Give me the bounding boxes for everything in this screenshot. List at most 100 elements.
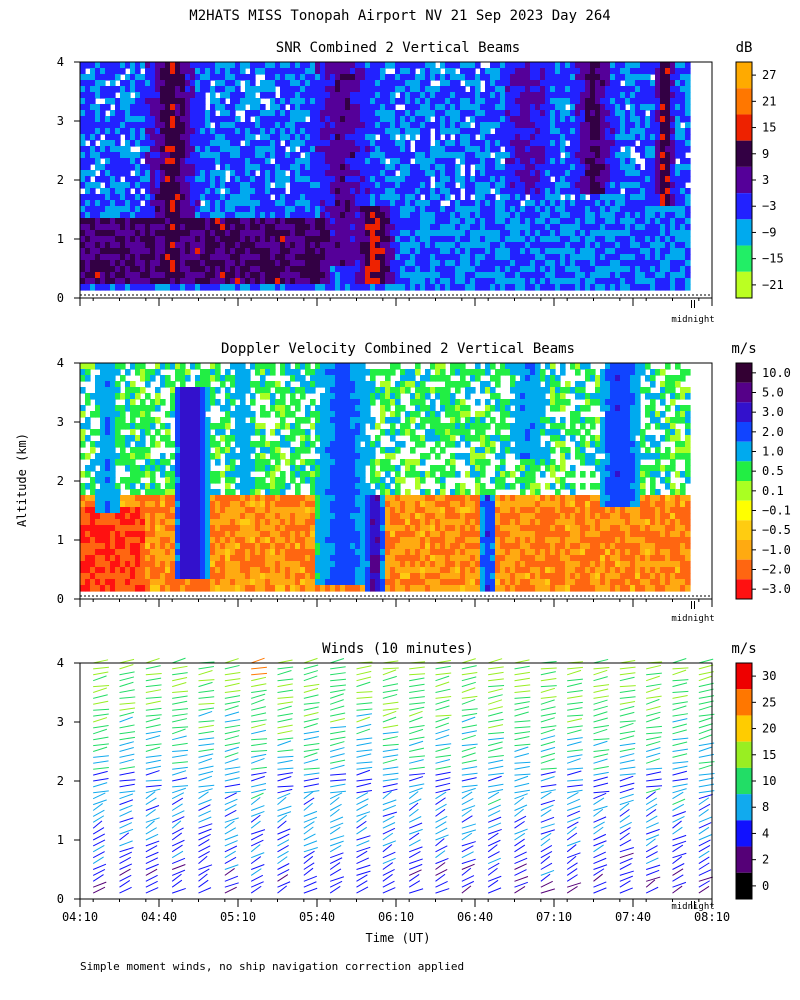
snr-cell xyxy=(475,170,481,177)
snr-cell xyxy=(125,158,131,165)
snr-cell xyxy=(495,242,501,249)
snr-cell xyxy=(685,170,691,177)
snr-cell xyxy=(345,248,351,255)
snr-cell xyxy=(220,278,226,285)
velocity-cell xyxy=(85,363,91,370)
snr-cell xyxy=(545,278,551,285)
velocity-cell xyxy=(240,375,246,382)
snr-cell xyxy=(215,74,221,81)
snr-cell xyxy=(610,230,616,237)
snr-cell xyxy=(590,164,596,171)
snr-cell xyxy=(540,110,546,117)
snr-cell xyxy=(275,164,281,171)
snr-cell xyxy=(210,236,216,243)
velocity-cell xyxy=(430,375,436,382)
velocity-cell xyxy=(440,375,446,382)
snr-cell xyxy=(135,188,141,195)
snr-cell xyxy=(665,92,671,99)
snr-cell xyxy=(185,260,191,267)
snr-cell xyxy=(210,194,216,201)
snr-cell xyxy=(660,272,666,279)
snr-cell xyxy=(260,164,266,171)
snr-cell xyxy=(570,254,576,261)
snr-cell xyxy=(80,152,86,159)
snr-cell xyxy=(250,98,256,105)
snr-cell xyxy=(665,230,671,237)
snr-cell xyxy=(315,170,321,177)
snr-cell xyxy=(120,164,126,171)
snr-cell xyxy=(685,188,691,195)
snr-cell xyxy=(450,86,456,93)
velocity-cell xyxy=(315,381,321,388)
snr-cell xyxy=(130,134,136,141)
snr-cell xyxy=(375,206,381,213)
snr-cell xyxy=(135,224,141,231)
snr-cell xyxy=(350,260,356,267)
snr-cell xyxy=(560,260,566,267)
snr-cell xyxy=(470,230,476,237)
snr-cell xyxy=(435,86,441,93)
snr-cell xyxy=(175,266,181,273)
snr-cell xyxy=(685,164,691,171)
velocity-cell xyxy=(460,375,466,382)
snr-cell xyxy=(265,152,271,159)
snr-cell xyxy=(195,104,201,111)
snr-cell xyxy=(380,134,386,141)
snr-cell xyxy=(210,188,216,195)
snr-cell xyxy=(95,134,101,141)
snr-cell xyxy=(395,206,401,213)
snr-cell xyxy=(315,152,321,159)
snr-cell xyxy=(220,248,226,255)
snr-cell xyxy=(250,140,256,147)
snr-cell xyxy=(200,260,206,267)
snr-cell xyxy=(645,128,651,135)
snr-cell xyxy=(210,254,216,261)
snr-cell xyxy=(275,242,281,249)
snr-cell xyxy=(350,164,356,171)
snr-cell xyxy=(330,278,336,285)
velocity-cell xyxy=(365,387,371,394)
snr-cell xyxy=(175,158,181,165)
snr-cell xyxy=(460,98,466,105)
snr-cell xyxy=(650,266,656,273)
snr-cell xyxy=(235,104,241,111)
snr-cell xyxy=(440,122,446,129)
snr-cell xyxy=(655,272,661,279)
velocity-cell xyxy=(405,387,411,394)
snr-cell xyxy=(650,86,656,93)
snr-cell xyxy=(630,110,636,117)
snr-cell xyxy=(320,224,326,231)
snr-cell xyxy=(605,122,611,129)
velocity-cell xyxy=(80,363,86,370)
snr-cell xyxy=(555,140,561,147)
snr-cell xyxy=(410,92,416,99)
snr-cell xyxy=(515,140,521,147)
snr-cell xyxy=(375,122,381,129)
snr-cell xyxy=(635,62,641,69)
snr-cell xyxy=(215,68,221,75)
snr-cell xyxy=(280,158,286,165)
snr-cell xyxy=(390,206,396,213)
velocity-cell xyxy=(545,381,551,388)
velocity-cell xyxy=(565,387,571,394)
snr-cell xyxy=(185,128,191,135)
snr-cell xyxy=(480,134,486,141)
snr-cell xyxy=(620,68,626,75)
snr-cell xyxy=(405,158,411,165)
snr-cell xyxy=(245,134,251,141)
velocity-cell xyxy=(295,369,301,376)
snr-cell xyxy=(230,116,236,123)
snr-cell xyxy=(505,182,511,189)
snr-cell xyxy=(520,212,526,219)
snr-cell xyxy=(100,170,106,177)
snr-cell xyxy=(645,188,651,195)
snr-cell xyxy=(385,230,391,237)
snr-cell xyxy=(465,152,471,159)
snr-cell xyxy=(325,224,331,231)
velocity-cell xyxy=(370,375,376,382)
snr-cell xyxy=(340,98,346,105)
snr-cell xyxy=(460,110,466,117)
snr-cell xyxy=(125,248,131,255)
snr-cell xyxy=(685,74,691,81)
